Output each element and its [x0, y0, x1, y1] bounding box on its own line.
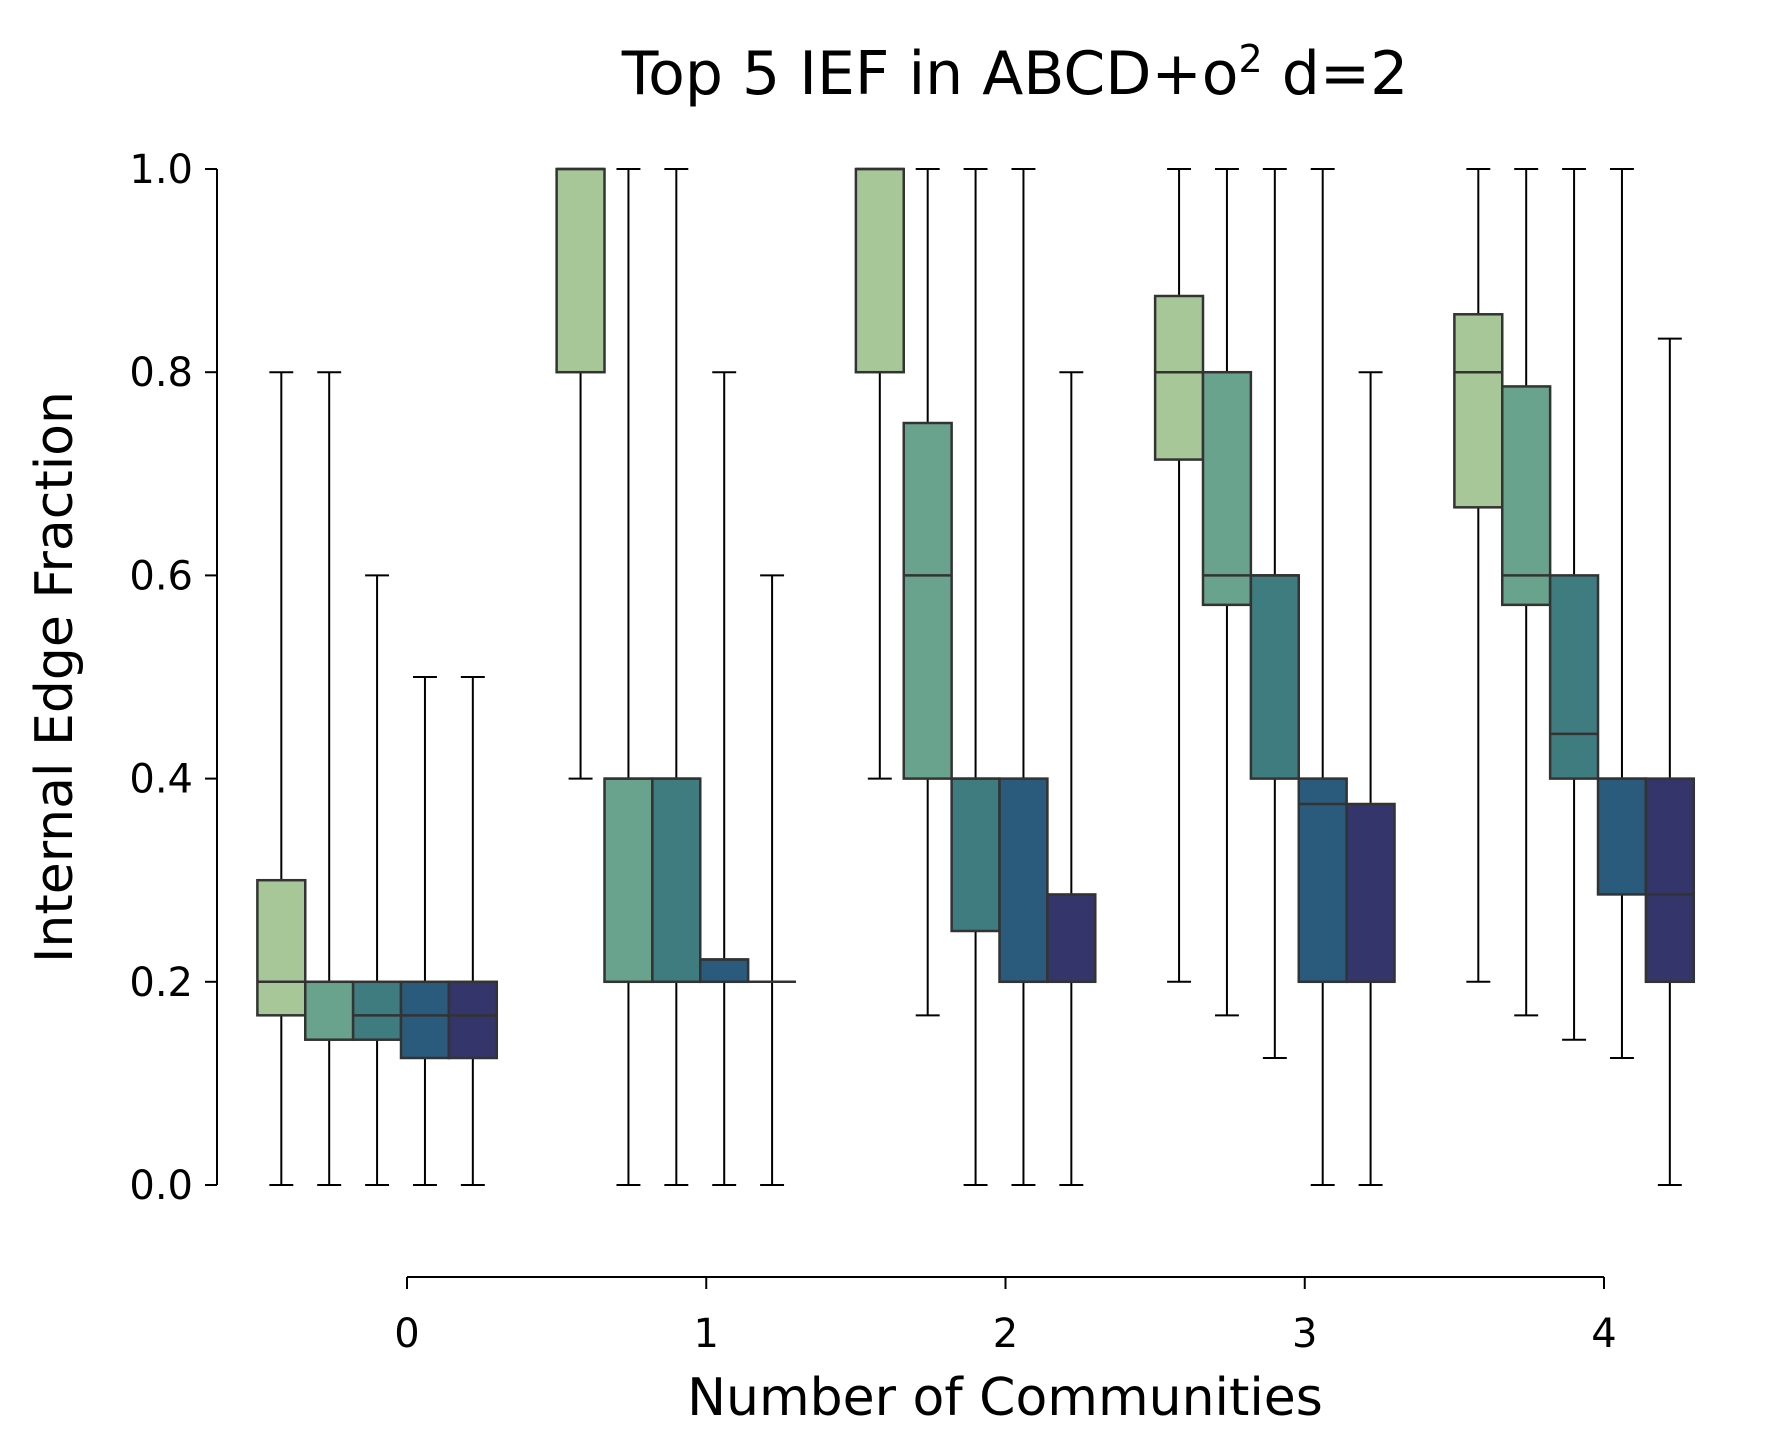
x-axis-label: Number of Communities	[687, 1368, 1323, 1428]
box-body	[651, 777, 702, 984]
box-body	[998, 777, 1049, 984]
box-body	[950, 777, 1001, 933]
x-tick-label: 3	[1292, 1311, 1317, 1357]
box-plot-rank-2	[603, 168, 654, 1186]
box-group	[256, 371, 499, 1186]
y-axis: 0.0 0.2 0.4 0.6 0.8 1.0	[129, 147, 218, 1209]
box-plot-rank-1	[854, 167, 906, 780]
y-tick-label: 0.6	[129, 553, 193, 599]
box-plot-rank-1	[555, 167, 606, 780]
x-tick-label: 0	[394, 1311, 419, 1357]
box-plot-rank-4	[699, 371, 750, 1186]
x-tick-label: 1	[694, 1311, 719, 1357]
x-tick-label: 4	[1591, 1311, 1616, 1357]
box-plot-rank-3	[351, 574, 403, 1186]
box-series	[256, 167, 1696, 1186]
box-plot-rank-4	[998, 168, 1049, 1186]
box-body	[1201, 370, 1253, 607]
box-plot-rank-5	[1644, 337, 1696, 1186]
box-plot-rank-5	[748, 574, 797, 1186]
box-body	[399, 980, 451, 1060]
y-tick-label: 1.0	[129, 147, 193, 193]
y-tick-label: 0.8	[129, 350, 193, 396]
y-tick-label: 0.0	[129, 1163, 193, 1209]
x-tick-label: 2	[993, 1311, 1018, 1357]
box-plot-rank-1	[1453, 168, 1504, 983]
box-body	[1249, 574, 1301, 780]
box-plot-rank-1	[256, 371, 307, 1186]
x-axis: 0 1 2 3 4	[394, 1276, 1617, 1357]
chart-title: Top 5 IEF in ABCD+o2 d=2	[621, 37, 1409, 109]
box-body	[447, 980, 499, 1060]
box-plot-rank-5	[1345, 371, 1396, 1186]
chart-title-superscript: 2	[1238, 37, 1262, 81]
box-plot-rank-3	[1249, 168, 1301, 1059]
chart-title-main: Top 5 IEF in ABCD+o	[621, 39, 1239, 109]
box-group	[1453, 168, 1696, 1186]
box-body	[1644, 777, 1696, 984]
box-plot-rank-3	[950, 168, 1001, 1186]
box-plot-rank-4	[1596, 168, 1648, 1059]
box-plot-rank-2	[1201, 168, 1253, 1017]
box-plot-rank-2	[902, 168, 953, 1017]
box-body	[256, 878, 307, 1017]
box-body	[902, 421, 953, 780]
box-plot-rank-3	[1548, 168, 1600, 1041]
box-plot-rank-5	[1046, 371, 1097, 1186]
box-body	[1596, 777, 1648, 896]
box-group	[854, 167, 1097, 1186]
box-group	[1153, 168, 1396, 1186]
box-body	[304, 980, 355, 1041]
chart-title-suffix: d=2	[1263, 39, 1409, 109]
y-axis-label: Internal Edge Fraction	[25, 391, 85, 963]
box-body	[1153, 294, 1205, 461]
box-body	[1501, 385, 1552, 607]
box-body	[555, 167, 606, 374]
box-body	[351, 980, 403, 1041]
box-group	[555, 167, 797, 1186]
box-body	[1046, 893, 1097, 984]
box-body	[1297, 777, 1348, 984]
box-plot-rank-5	[447, 676, 499, 1186]
box-plot-rank-4	[399, 676, 451, 1186]
box-body	[1345, 802, 1396, 984]
box-plot-rank-2	[304, 371, 355, 1186]
box-body	[603, 777, 654, 984]
box-plot-rank-1	[1153, 168, 1205, 983]
box-plot-rank-2	[1501, 168, 1552, 1017]
box-body	[854, 167, 906, 374]
box-body	[1453, 313, 1504, 509]
box-body	[1548, 574, 1600, 780]
box-plot-rank-3	[651, 168, 702, 1186]
y-tick-label: 0.4	[129, 757, 193, 803]
y-tick-label: 0.2	[129, 960, 193, 1006]
box-body	[699, 958, 750, 984]
